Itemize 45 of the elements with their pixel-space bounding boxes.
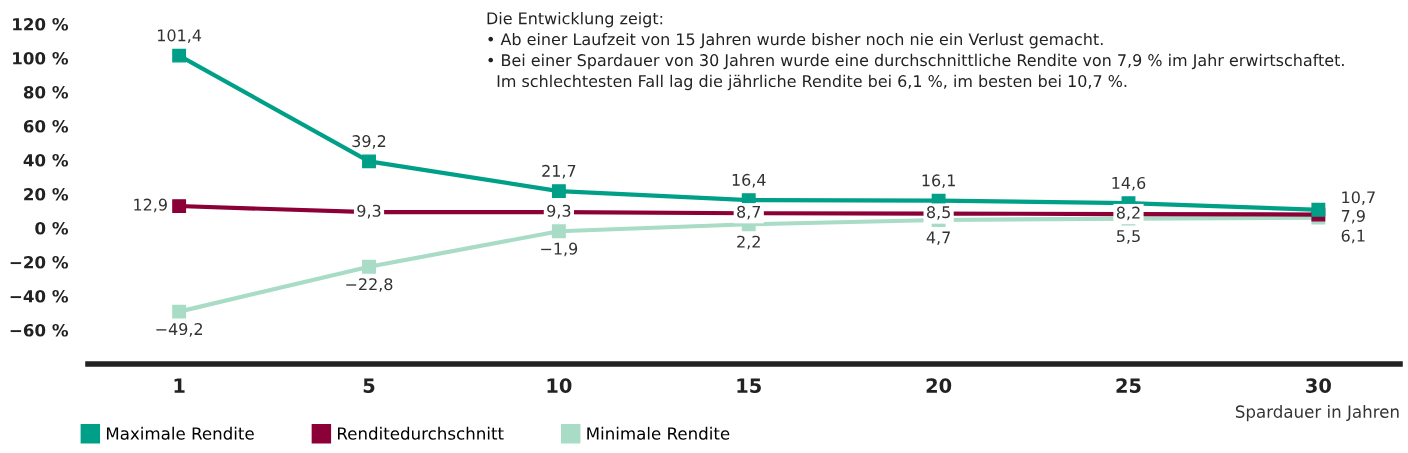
data-label: 12,9: [134, 198, 167, 213]
annotation: Die Entwicklung zeigt: • Ab einer Laufzeit von 15 Jahren wurde bisher noch nie ein Verlust gemacht. • Bei einer Spardauer von 30 Jahren wurde eine durchschnittliche Rendite von 7,9 % im Jahr erwirtschaftet. Im schlechtesten Fall lag die jährliche Rendite bei 6,1 %, im besten bei 10,7 %.: [487, 12, 1344, 91]
data-label: 10,7: [1342, 191, 1375, 205]
data-label: 16,4: [732, 173, 766, 188]
point: [551, 184, 566, 199]
point: [172, 48, 187, 63]
y-tick-label: −60 %: [10, 323, 69, 337]
data-label: 5,5: [1117, 230, 1140, 244]
y-tick-label: 100 %: [13, 51, 69, 65]
x-tick-label: 30: [1306, 378, 1331, 393]
x-tick-label: 25: [1116, 378, 1141, 393]
legend-label: Maximale Rendite: [106, 426, 254, 440]
data-label: 6,1: [1341, 229, 1365, 244]
y-tick-label: 120 %: [13, 17, 69, 31]
data-label: 101,4: [158, 29, 202, 44]
data-label: 21,7: [542, 164, 576, 179]
data-label: −49,2: [156, 323, 203, 337]
data-label: 39,2: [352, 135, 386, 149]
point: [172, 304, 187, 319]
x-tick-label: 5: [363, 378, 375, 393]
x-tick-label: 20: [926, 378, 952, 393]
x-tick-label: 10: [547, 378, 572, 393]
point: [1311, 202, 1326, 217]
y-tick-label: 40 %: [23, 153, 69, 167]
data-label: 16,1: [922, 174, 955, 189]
point: [362, 154, 376, 169]
data-label: −22,8: [346, 278, 393, 292]
legend-label: Minimale Rendite: [587, 426, 730, 440]
y-tick-label: 80 %: [23, 85, 69, 99]
y-tick-label: −40 %: [10, 289, 69, 303]
data-label: −1,9: [541, 242, 578, 257]
data-label: 7,9: [1341, 209, 1365, 224]
legend-label: Renditedurchschnitt: [338, 426, 504, 440]
y-tick-label: 60 %: [23, 119, 69, 133]
data-label: 14,6: [1112, 176, 1146, 191]
y-tick-label: 0 %: [35, 221, 69, 235]
y-tick-label: 20 %: [24, 187, 69, 201]
y-tick-label: −20 %: [10, 255, 69, 269]
data-label: 2,2: [737, 235, 760, 250]
x-axis-title: Spardauer in Jahren: [1235, 405, 1399, 422]
point: [551, 224, 566, 239]
x-tick-label: 1: [174, 378, 185, 393]
data-label: 4,7: [926, 231, 950, 246]
x-tick-label: 15: [737, 378, 761, 393]
point: [362, 259, 376, 274]
